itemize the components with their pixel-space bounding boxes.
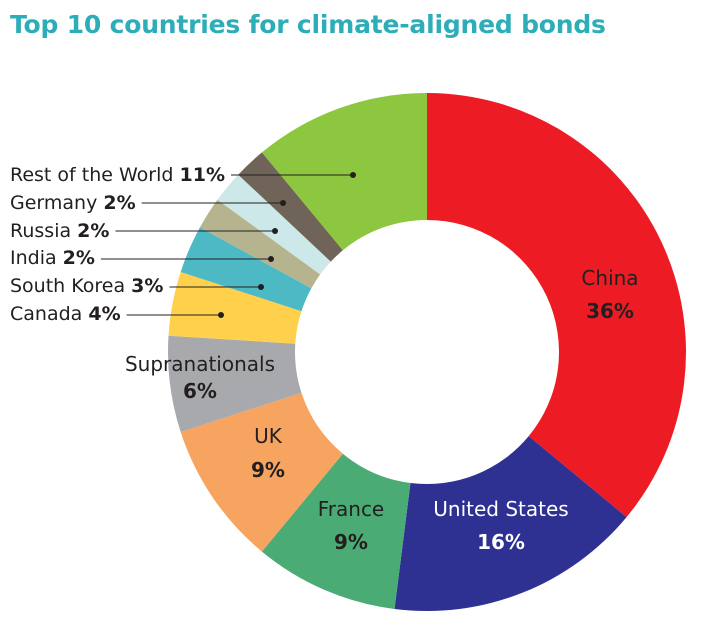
slice-germany <box>238 152 343 262</box>
label-name-uk: UK <box>254 424 283 448</box>
leader-dot-india <box>268 256 274 262</box>
label-value-china: 36% <box>586 299 634 323</box>
leader-dot-south-korea <box>258 284 264 290</box>
label-russia: Russia 2% <box>10 220 109 242</box>
label-name-supranationals: Supranationals <box>125 352 275 376</box>
slice-canada <box>168 271 302 344</box>
slice-supranationals <box>168 335 302 433</box>
label-value-uk: 9% <box>251 458 285 482</box>
label-value-france: 9% <box>334 530 368 554</box>
slice-china <box>427 93 686 518</box>
slice-russia <box>217 174 331 275</box>
slice-uk <box>180 392 343 552</box>
label-rest-of-the-world: Rest of the World 11% <box>10 164 225 186</box>
slice-rest-of-the-world <box>261 93 427 251</box>
slice-united-states <box>394 436 627 611</box>
leader-dot-russia <box>272 228 278 234</box>
slice-france <box>261 453 411 609</box>
label-name-france: France <box>318 497 385 521</box>
label-value-supranationals: 6% <box>183 379 217 403</box>
label-name-china: China <box>581 266 638 290</box>
donut-slices <box>168 93 686 611</box>
chart-title: Top 10 countries for climate-aligned bon… <box>10 10 606 39</box>
label-canada: Canada 4% <box>10 303 121 325</box>
slice-south-korea <box>180 227 312 312</box>
slice-india <box>200 199 321 289</box>
label-south-korea: South Korea 3% <box>10 275 163 297</box>
leader-dot-rest-of-the-world <box>350 172 356 178</box>
leader-dot-canada <box>218 312 224 318</box>
label-india: India 2% <box>10 247 95 269</box>
label-germany: Germany 2% <box>10 192 136 214</box>
label-name-united-states: United States <box>433 497 568 521</box>
slice-labels: China 36% United States 16% France 9% UK 9% Supr… <box>10 164 639 554</box>
leader-dot-germany <box>280 200 286 206</box>
label-value-united-states: 16% <box>477 530 525 554</box>
